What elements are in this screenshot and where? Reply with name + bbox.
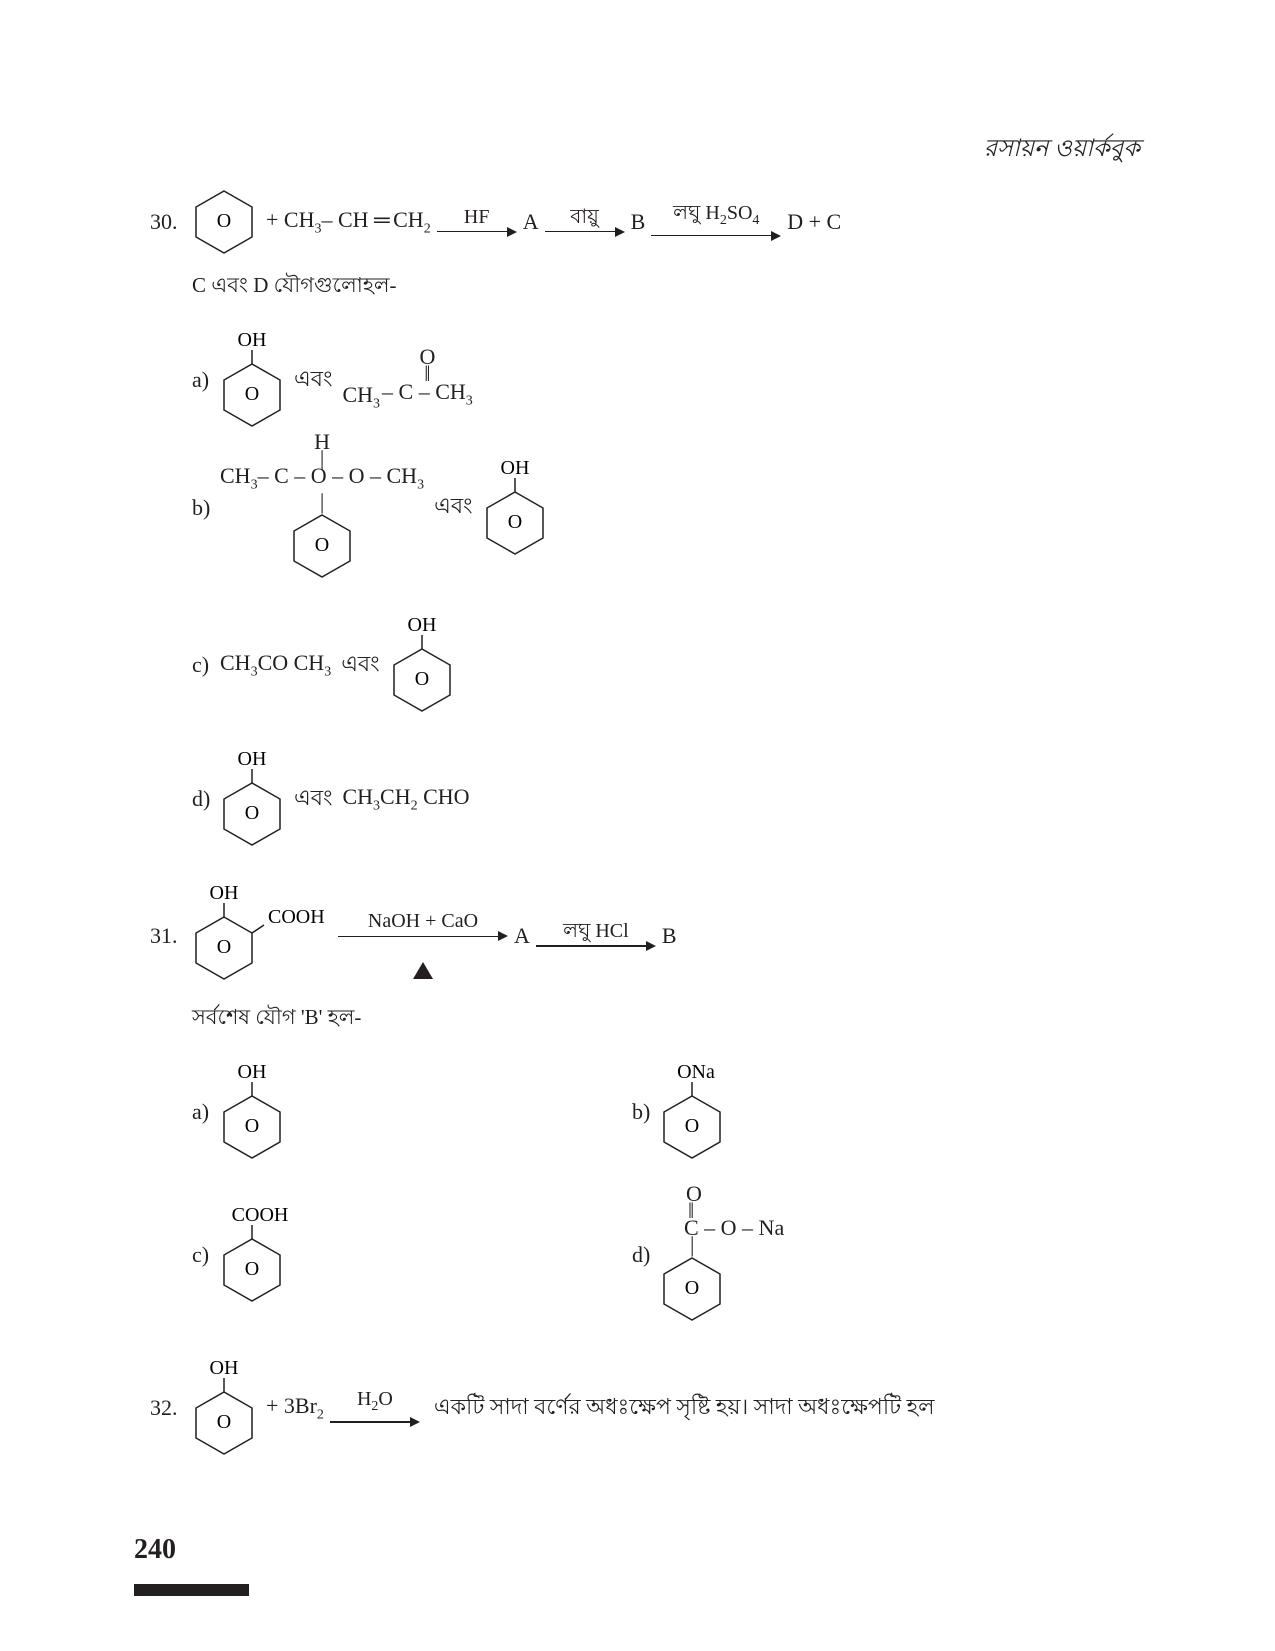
svg-text:OH: OH [407, 614, 436, 636]
svg-text:O: O [245, 383, 259, 405]
reaction-arrow: NaOH + CaO [338, 912, 508, 960]
phenol-icon: OH O [483, 456, 547, 560]
svg-text:O: O [685, 1115, 699, 1137]
svg-text:OH: OH [238, 329, 267, 351]
svg-text:O: O [685, 1277, 699, 1299]
svg-text:O: O [217, 936, 231, 958]
q30-stem: 30. O + CH3– CH ═ CH2 HF A বায়ু B লঘু H… [150, 185, 1150, 259]
page-content: 30. O + CH3– CH ═ CH2 HF A বায়ু B লঘু H… [150, 185, 1150, 1466]
q30-option-c: c) CH3CO CH3 এবং OH O [192, 613, 632, 717]
svg-text:O: O [507, 511, 521, 533]
q31-number: 31. [150, 923, 192, 949]
svg-text:COOH: COOH [232, 1204, 289, 1226]
svg-text:OH: OH [210, 1357, 239, 1379]
sodium-benzoate-icon: O ‖ C – O – Na | O [660, 1184, 784, 1326]
svg-text:O: O [315, 534, 329, 556]
reaction-arrow: H2O [330, 1390, 420, 1427]
intermediate-a: A [514, 923, 530, 949]
page-number: 240 [134, 1534, 176, 1566]
q30-followup: C এবং D যৌগগুলোহল- [192, 269, 1150, 304]
q32-tail-text: একটি সাদা বর্ণের অধঃক্ষেপ সৃষ্টি হয়। সা… [434, 1390, 935, 1427]
q32-number: 32. [150, 1395, 192, 1421]
q30-option-d: d) OH O এবং CH3CH2 CHO [192, 747, 712, 851]
footer-rule [134, 1584, 249, 1596]
q31-stem: 31. OH O COOH NaOH + CaO A লঘু HCl B [150, 881, 1150, 991]
svg-text:COOH: COOH [268, 906, 325, 928]
acetone-text: CH3CO CH3 [220, 650, 331, 680]
q30-option-b: b) H | CH3– C – O – O – CH3 | O এবং OH O [192, 432, 712, 583]
reaction-arrow: বায়ু [545, 208, 625, 237]
phenol-icon: OH O [220, 747, 284, 851]
salicylic-icon: OH O COOH [192, 881, 332, 991]
benzene-icon: O [290, 509, 354, 583]
q30-option-a: a) OH O এবং CH3 O ‖ – C – CH3 [192, 328, 632, 432]
q31-option-d: d) O ‖ C – O – Na | O [632, 1184, 1072, 1326]
and-text: এবং [434, 489, 472, 526]
and-text: এবং [294, 781, 332, 818]
and-text: এবং [294, 362, 332, 399]
svg-text:O: O [245, 802, 259, 824]
q30-options: a) OH O এবং CH3 O ‖ – C – CH3 [192, 328, 1150, 851]
svg-text:OH: OH [500, 457, 529, 479]
heat-icon [413, 940, 433, 979]
cumene-hydroperoxide-formula: H | CH3– C – O – O – CH3 | O [220, 432, 424, 583]
bromine-reagent: + 3Br2 [266, 1393, 324, 1423]
q31-option-b: b) ONa O [632, 1060, 1072, 1164]
svg-text:O: O [245, 1115, 259, 1137]
q30-number: 30. [150, 209, 192, 235]
q31-followup: সর্বশেষ যৌগ 'B' হল- [192, 1001, 1150, 1036]
q31-option-c: c) COOH O [192, 1184, 632, 1326]
phenol-icon: OH O [220, 328, 284, 432]
svg-text:O: O [414, 668, 428, 690]
q31-options: a) OH O b) ONa O c) [192, 1060, 1150, 1326]
benzene-icon: O [192, 185, 256, 259]
benzoic-acid-icon: COOH O [220, 1203, 310, 1307]
intermediate-b: B [631, 209, 646, 235]
intermediate-a: A [523, 209, 539, 235]
reagent-text: + CH3– CH ═ CH2 [266, 207, 431, 237]
propanal-text: CH3CH2 CHO [342, 784, 469, 814]
svg-text:OH: OH [238, 748, 267, 770]
phenol-icon: OH O [390, 613, 454, 717]
svg-text:OH: OH [238, 1061, 267, 1083]
reaction-arrow: HF [437, 208, 517, 237]
phenol-icon: OH O [220, 1060, 284, 1164]
svg-text:OH: OH [210, 882, 239, 904]
svg-text:O: O [245, 1258, 259, 1280]
svg-text:ONa: ONa [677, 1061, 715, 1083]
products: D + C [787, 209, 841, 235]
product-b: B [662, 923, 677, 949]
sodium-phenoxide-icon: ONa O [660, 1060, 740, 1164]
acetone-formula: CH3 O ‖ – C – CH3 [342, 347, 474, 412]
book-title: রসায়ন ওয়ার্কবুক [984, 130, 1140, 170]
and-text: এবং [341, 647, 379, 684]
reaction-arrow: লঘু HCl [536, 922, 656, 951]
reaction-arrow: লঘু H2SO4 [651, 204, 781, 241]
svg-text:O: O [217, 1411, 231, 1433]
phenol-icon: OH O [192, 1356, 256, 1460]
q32-stem: 32. OH O + 3Br2 H2O একটি সাদা বর্ণের অধঃ… [150, 1356, 1150, 1460]
q31-option-a: a) OH O [192, 1060, 632, 1164]
svg-text:O: O [217, 210, 231, 232]
